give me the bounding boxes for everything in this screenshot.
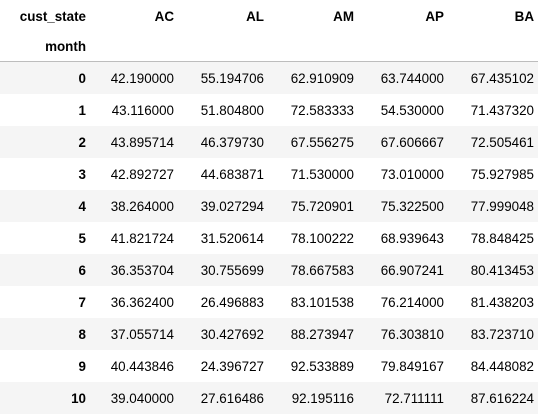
column-header-am: AM (333, 8, 354, 24)
cell-al: 30.755699 (200, 262, 264, 278)
table-row: 8 37.055714 30.427692 88.273947 76.303810 83.… (0, 318, 538, 350)
cell-ap: 67.606667 (380, 134, 444, 150)
cell-ap: 75.322500 (380, 198, 444, 214)
row-index: 3 (78, 166, 86, 182)
row-index: 4 (78, 198, 86, 214)
index-axis-name: month (0, 32, 90, 62)
cell-ba: 72.505461 (470, 134, 534, 150)
cell-am: 92.195116 (291, 390, 354, 406)
cell-ba: 78.848425 (470, 230, 534, 246)
cell-ac: 37.055714 (110, 326, 174, 342)
cell-ba: 87.616224 (470, 390, 534, 406)
cell-ac: 41.821724 (110, 230, 174, 246)
cell-ba: 67.435102 (470, 70, 534, 86)
table-row: 5 41.821724 31.520614 78.100222 68.939643 78.… (0, 222, 538, 254)
table-row: 2 43.895714 46.379730 67.556275 67.606667 72.… (0, 126, 538, 158)
cell-al: 44.683871 (200, 166, 264, 182)
cell-am: 92.533889 (290, 358, 354, 374)
row-index: 5 (78, 230, 86, 246)
cell-am: 71.530000 (290, 166, 354, 182)
column-header-ap: AP (425, 8, 444, 24)
cell-am: 78.667583 (290, 262, 354, 278)
cell-al: 51.804800 (200, 102, 264, 118)
row-index: 2 (78, 134, 86, 150)
row-index: 1 (78, 102, 86, 118)
cell-ba: 75.927985 (470, 166, 534, 182)
column-header-row: cust_state AC AL AM AP BA (0, 0, 538, 32)
cell-al: 39.027294 (200, 198, 264, 214)
cell-al: 55.194706 (200, 70, 264, 86)
index-header-blank (448, 32, 538, 62)
column-header-al: AL (246, 8, 264, 24)
cell-ac: 40.443846 (110, 358, 174, 374)
cell-ba: 84.448082 (470, 358, 534, 374)
cell-am: 83.101538 (290, 294, 354, 310)
table-row: 9 40.443846 24.396727 92.533889 79.849167 84.… (0, 350, 538, 382)
cell-ap: 76.303810 (380, 326, 444, 342)
cell-ac: 42.190000 (110, 70, 174, 86)
cell-ba: 77.999048 (470, 198, 534, 214)
index-header-blank (90, 32, 178, 62)
cell-ap: 72.711111 (384, 390, 444, 406)
cell-al: 27.616486 (200, 390, 264, 406)
table-row: 7 36.362400 26.496883 83.101538 76.214000 81.… (0, 286, 538, 318)
row-index: 9 (78, 358, 86, 374)
column-axis-name: cust_state (19, 8, 86, 24)
cell-ba: 71.437320 (470, 102, 534, 118)
table-header: cust_state AC AL AM AP BA month (0, 0, 538, 62)
index-header-row: month (0, 32, 538, 62)
cell-am: 75.720901 (290, 198, 354, 214)
cell-ac: 43.116000 (111, 102, 174, 118)
row-index: 8 (78, 326, 86, 342)
cell-ap: 76.214000 (380, 294, 444, 310)
table-row: 1 43.116000 51.804800 72.583333 54.530000 71.… (0, 94, 538, 126)
table-row: 3 42.892727 44.683871 71.530000 73.010000 75.… (0, 158, 538, 190)
table-row: 6 36.353704 30.755699 78.667583 66.907241 80.… (0, 254, 538, 286)
index-header-blank (268, 32, 358, 62)
cell-ap: 63.744000 (380, 70, 444, 86)
cell-ap: 73.010000 (380, 166, 444, 182)
row-index: 7 (78, 294, 86, 310)
cell-am: 62.910909 (290, 70, 354, 86)
cell-ac: 39.040000 (110, 390, 174, 406)
column-header-ba: BA (514, 8, 534, 24)
cell-ap: 68.939643 (380, 230, 444, 246)
index-header-blank (178, 32, 268, 62)
cell-ap: 54.530000 (380, 102, 444, 118)
cell-ap: 79.849167 (380, 358, 444, 374)
row-index: 6 (78, 262, 86, 278)
cell-al: 26.496883 (200, 294, 264, 310)
cell-al: 46.379730 (200, 134, 264, 150)
cell-al: 30.427692 (200, 326, 264, 342)
table-body: 0 42.190000 55.194706 62.910909 63.744000 67.… (0, 61, 538, 414)
cell-ac: 36.353704 (110, 262, 174, 278)
cell-ba: 80.413453 (470, 262, 534, 278)
row-index: 10 (71, 390, 86, 406)
cell-ac: 36.362400 (110, 294, 174, 310)
index-header-blank (358, 32, 448, 62)
cell-am: 88.273947 (290, 326, 354, 342)
cell-ba: 83.723710 (470, 326, 534, 342)
cell-al: 24.396727 (200, 358, 264, 374)
cell-ap: 66.907241 (380, 262, 444, 278)
column-header-ac: AC (154, 8, 174, 24)
table-row: 4 38.264000 39.027294 75.720901 75.322500 77.… (0, 190, 538, 222)
table-row: 0 42.190000 55.194706 62.910909 63.744000 67.… (0, 61, 538, 94)
cell-am: 72.583333 (290, 102, 354, 118)
cell-ac: 38.264000 (110, 198, 174, 214)
row-index: 0 (78, 70, 86, 86)
cell-ac: 43.895714 (110, 134, 174, 150)
cell-am: 67.556275 (290, 134, 354, 150)
cell-al: 31.520614 (200, 230, 264, 246)
table-row: 10 39.040000 27.616486 92.195116 72.711111 87… (0, 382, 538, 414)
cell-am: 78.100222 (290, 230, 354, 246)
cell-ba: 81.438203 (470, 294, 534, 310)
cell-ac: 42.892727 (110, 166, 174, 182)
